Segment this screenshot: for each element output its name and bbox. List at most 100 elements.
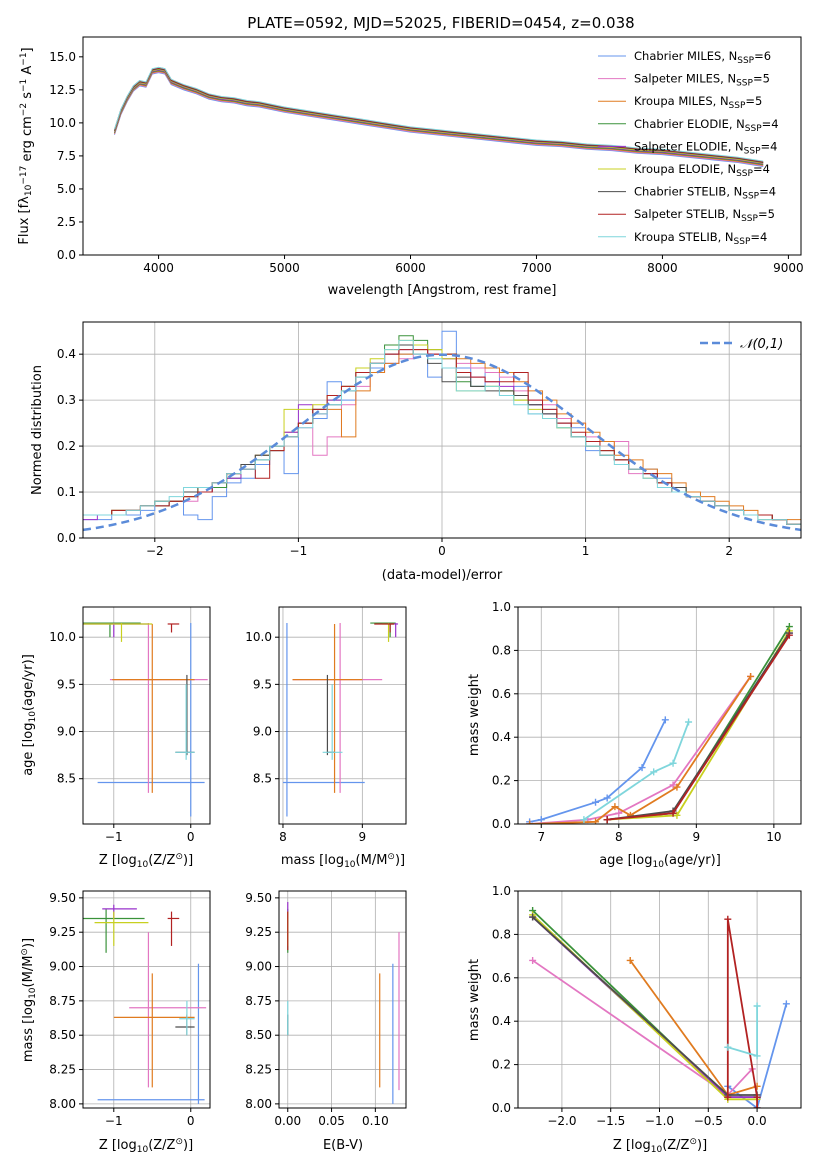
- x-axis-label-part: Z [log: [99, 1138, 137, 1153]
- y-axis-label-part: mass [log: [21, 999, 36, 1062]
- y-tick-label: 15.0: [49, 50, 76, 64]
- legend-label-part: Salpeter MILES, N: [634, 72, 736, 86]
- series-line: [583, 721, 690, 821]
- legend-label-part: Chabrier MILES, N: [634, 49, 737, 63]
- x-axis-label-part: ⊙: [387, 852, 395, 862]
- legend-label: 𝒩(0,1): [740, 337, 783, 352]
- x-axis-label-part: )]: [697, 1138, 707, 1153]
- legend-label-part: =4: [762, 117, 779, 131]
- panel-spectrum: 4000 5000 6000 7000 8000 9000 0.0 2.5 5.0 7.5 10.0…: [17, 36, 804, 298]
- plot-area: [282, 622, 399, 817]
- legend-label-part: =4: [761, 139, 778, 153]
- x-tick-label: 0: [438, 544, 446, 558]
- y-axis-label-part: ⊙: [20, 948, 30, 956]
- x-axis-label-part: )]: [183, 853, 193, 868]
- legend-label-part: =5: [758, 207, 775, 221]
- y-tick-label: 12.5: [49, 83, 76, 97]
- panel-mass_vs_EBV: 0.00 0.05 0.10 8.00 8.25 8.50 8.75 9.00 9.25 9.50…: [245, 890, 407, 1153]
- y-tick-label: 9.00: [49, 960, 76, 974]
- y-axis-label-part: erg cm: [20, 116, 35, 165]
- x-tick-label: 0.00: [274, 1114, 301, 1128]
- x-axis-label: Z [log10(Z/Z⊙)]: [99, 1137, 193, 1155]
- legend-label: Chabrier STELIB, NSSP=4: [634, 185, 776, 202]
- x-axis-label: wavelength [Angstrom, rest frame]: [328, 283, 557, 298]
- legend-label: Kroupa MILES, NSSP=5: [634, 94, 762, 111]
- y-axis-label: age [log10(age/yr)]: [21, 654, 38, 776]
- x-axis-label-part: 10: [652, 860, 664, 870]
- normal-reference-curve: [83, 353, 801, 532]
- x-axis-label: Z [log10(Z/Z⊙)]: [613, 1137, 707, 1155]
- y-tick-label: 8.75: [49, 994, 76, 1008]
- x-axis-label-part: ⊙: [689, 1137, 697, 1147]
- legend-label-part: Kroupa ELODIE, N: [634, 162, 736, 176]
- y-axis-label-part: age [log: [21, 723, 36, 776]
- legend-label: Kroupa STELIB, NSSP=4: [634, 230, 767, 247]
- x-axis-label-part: Z [log: [99, 853, 137, 868]
- x-axis-label-part: )]: [183, 1138, 193, 1153]
- series-marker: [753, 1093, 761, 1101]
- x-tick-label: −1: [105, 1114, 123, 1128]
- series-marker: [580, 816, 588, 824]
- y-axis-label: Normed distribution: [30, 365, 45, 495]
- legend-label-part: SSP: [736, 169, 753, 179]
- legend-label-part: Salpeter STELIB, N: [634, 207, 741, 221]
- series-marker: [526, 820, 534, 824]
- axes-frame: [82, 36, 802, 256]
- x-axis-label-part: wavelength [Angstrom, rest frame]: [328, 283, 557, 298]
- series-marker: [592, 798, 600, 806]
- x-axis-label-part: 10: [137, 1145, 149, 1155]
- x-axis-label-part: 10: [137, 860, 149, 870]
- series-line: [607, 632, 791, 821]
- series-line: [607, 626, 791, 821]
- x-tick-label: −2: [146, 544, 164, 558]
- series-marker: [747, 672, 755, 680]
- x-tick-label: 4000: [143, 261, 174, 275]
- y-tick-label: 9.25: [245, 925, 272, 939]
- legend-label-part: Kroupa STELIB, N: [634, 230, 734, 244]
- y-tick-label: 9.00: [245, 960, 272, 974]
- x-axis-label-part: (Z/Z: [662, 1138, 689, 1153]
- x-axis-label-part: (Z/Z: [148, 1138, 175, 1153]
- series-marker: [673, 811, 681, 819]
- y-axis-label-part: Flux [f: [17, 203, 32, 244]
- y-tick-label: 0.0: [57, 531, 76, 545]
- x-tick-label: 8000: [647, 261, 678, 275]
- y-axis-label: mass [log10(M/M⊙)]: [20, 938, 38, 1062]
- y-tick-label: 0.1: [57, 485, 76, 499]
- series-marker: [724, 1043, 732, 1051]
- plot-area: [83, 330, 801, 532]
- series-marker: [626, 956, 634, 964]
- series-line: [726, 919, 758, 1108]
- legend-label-part: Chabrier ELODIE, N: [634, 117, 745, 131]
- x-tick-label: −1.5: [596, 1114, 625, 1128]
- y-axis-label-part: −1: [19, 52, 29, 65]
- x-tick-label: 9: [359, 830, 367, 844]
- plot-area: [526, 623, 793, 824]
- y-tick-label: 8.75: [245, 994, 272, 1008]
- legend-label-part: Kroupa MILES, N: [634, 94, 729, 108]
- legend-label-part: =4: [759, 185, 776, 199]
- legend-label-part: =4: [750, 230, 767, 244]
- plot-area: [83, 904, 207, 1104]
- series-marker: [782, 1000, 790, 1008]
- legend-label-part: =6: [754, 49, 771, 63]
- figure-title: PLATE=0592, MJD=52025, FIBERID=0454, z=0…: [247, 14, 634, 32]
- legend-label-part: =5: [745, 94, 762, 108]
- y-tick-label: 0.0: [57, 248, 76, 262]
- y-axis-label-part: 10: [24, 184, 34, 196]
- y-tick-label: 0.2: [492, 774, 511, 788]
- legend-label-part: SSP: [745, 124, 762, 134]
- legend-label-part: Chabrier STELIB, N: [634, 185, 742, 199]
- series-marker: [638, 764, 646, 772]
- y-tick-label: 0.8: [492, 643, 511, 657]
- y-tick-label: 0.2: [57, 439, 76, 453]
- legend-label: Kroupa ELODIE, NSSP=4: [634, 162, 770, 179]
- y-axis-label: Flux [fλ10−17 erg cm−2 s−1 A−1]: [17, 47, 35, 244]
- y-axis-label-part: (M/M: [21, 956, 36, 988]
- series-marker: [753, 1002, 761, 1010]
- y-tick-label: 9.50: [245, 891, 272, 905]
- y-tick-label: 9.50: [49, 891, 76, 905]
- legend-label-part: SSP: [737, 56, 754, 66]
- model-spectrum-line: [114, 70, 764, 166]
